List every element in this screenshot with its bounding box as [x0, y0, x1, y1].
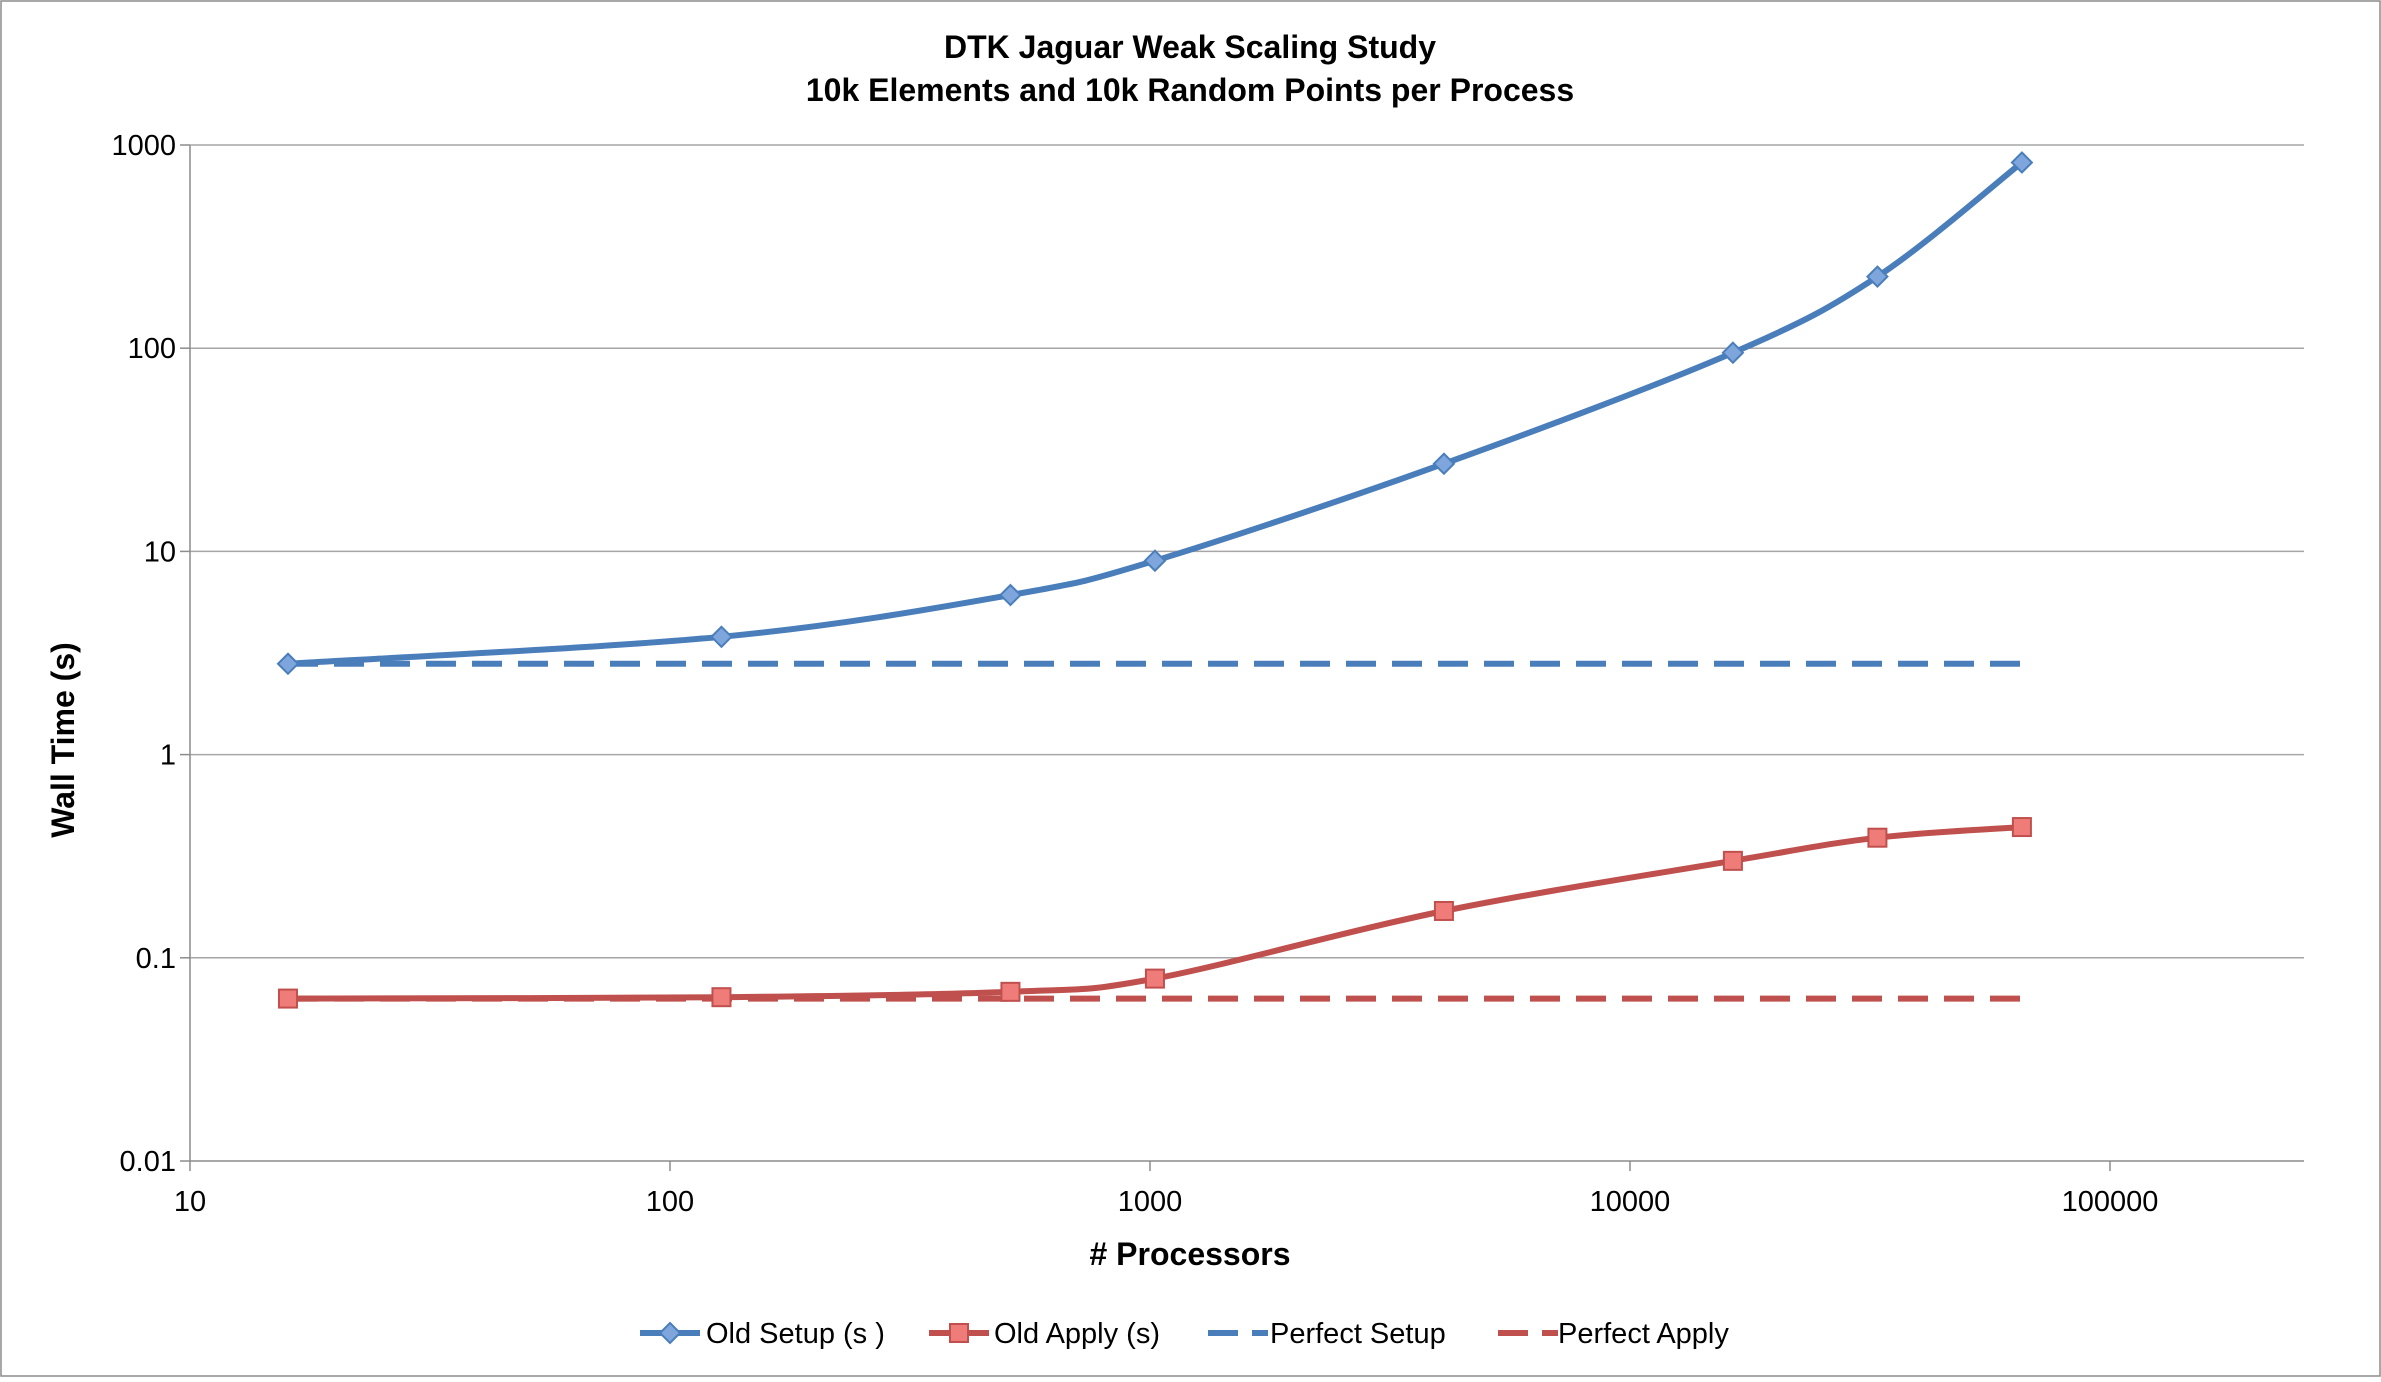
- data-point-square: [1867, 827, 1888, 848]
- y-tick-label: 10: [144, 536, 176, 568]
- data-point-diamond: [1432, 452, 1456, 476]
- data-point-square: [277, 988, 298, 1009]
- legend-label-0: Old Setup (s ): [706, 1318, 885, 1350]
- data-point-diamond: [1143, 549, 1167, 573]
- series-markers: [276, 151, 2034, 1009]
- legend-label-1: Old Apply (s): [994, 1318, 1160, 1350]
- axes: [180, 144, 2304, 1171]
- data-point-square: [1433, 900, 1454, 921]
- data-point-diamond: [2010, 151, 2034, 174]
- data-point-square: [1144, 968, 1165, 989]
- tick-labels: 0.01 0.1 1 10 100 1000 10 100 1000 10000 100000: [111, 130, 2158, 1218]
- data-point-diamond: [999, 583, 1022, 607]
- gridlines: [190, 144, 2304, 959]
- chart-subtitle: 10k Elements and 10k Random Points per P…: [806, 72, 1574, 108]
- data-point-square: [1722, 850, 1743, 871]
- data-point-diamond: [1866, 265, 1889, 289]
- y-axis-title: Wall Time (s): [45, 642, 81, 838]
- chart-title: DTK Jaguar Weak Scaling Study: [944, 29, 1436, 65]
- data-point-square: [1000, 981, 1021, 1002]
- y-tick-label: 100: [128, 333, 176, 365]
- data-point-diamond: [710, 625, 733, 649]
- x-axis-title: # Processors: [1089, 1236, 1290, 1272]
- data-point-square: [711, 987, 732, 1008]
- legend-marker-diamond: [658, 1321, 682, 1345]
- x-tick-label: 10000: [1590, 1186, 1671, 1218]
- y-tick-label: 1: [160, 740, 176, 772]
- x-tick-label: 1000: [1118, 1186, 1183, 1218]
- legend: Old Setup (s ) Old Apply (s) Perfect Setup…: [640, 1318, 1729, 1350]
- data-point-square: [2011, 817, 2032, 838]
- legend-label-2: Perfect Setup: [1270, 1318, 1446, 1350]
- legend-marker-square: [949, 1323, 969, 1343]
- y-tick-label: 0.01: [120, 1146, 176, 1178]
- x-tick-label: 10: [174, 1186, 206, 1218]
- y-tick-label: 0.1: [136, 943, 176, 975]
- y-tick-label: 1000: [111, 130, 176, 162]
- x-tick-label: 100000: [2062, 1186, 2159, 1218]
- legend-label-3: Perfect Apply: [1558, 1318, 1729, 1350]
- x-tick-label: 100: [646, 1186, 694, 1218]
- data-point-diamond: [276, 652, 300, 676]
- data-point-diamond: [1721, 341, 1745, 365]
